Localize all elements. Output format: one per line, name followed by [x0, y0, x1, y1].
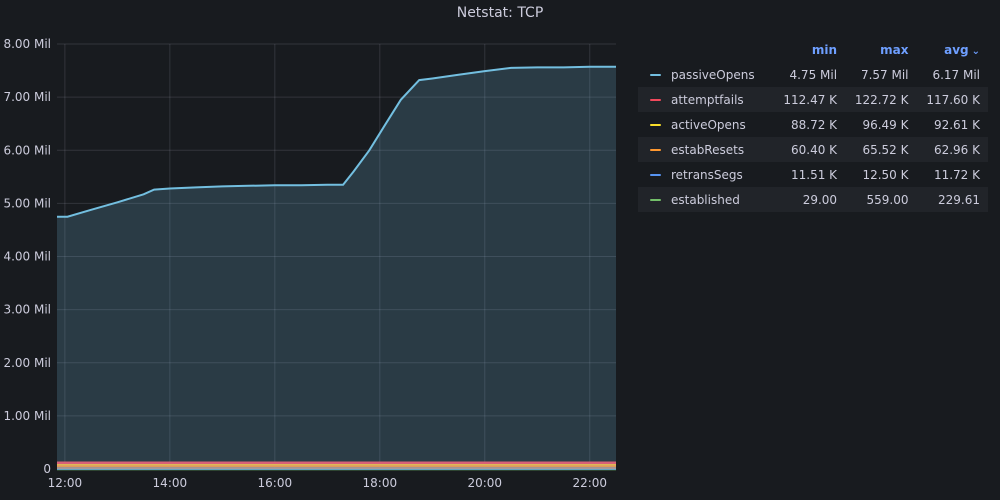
legend-series-name[interactable]: attemptfails	[638, 87, 774, 112]
x-tick-label: 14:00	[153, 476, 188, 490]
legend-value-max: 12.50 K	[862, 167, 909, 182]
y-tick-label: 0	[43, 462, 51, 476]
legend-value-max: 96.49 K	[862, 117, 909, 132]
x-tick-label: 18:00	[363, 476, 398, 490]
legend-value-min: 4.75 Mil	[789, 67, 838, 82]
series-line-passiveopens	[57, 65, 616, 218]
legend-swatch-icon[interactable]	[650, 149, 661, 151]
chevron-down-icon: ⌄	[971, 46, 980, 57]
y-tick-label: 1.00 Mil	[3, 409, 51, 423]
legend-header-name	[638, 38, 774, 62]
legend-header-avg[interactable]: avg ⌄	[944, 43, 980, 57]
legend-row-attemptfails[interactable]: attemptfails 112.47 K 122.72 K 117.60 K	[638, 87, 988, 112]
legend-swatch-icon[interactable]	[650, 74, 661, 76]
legend-value-min: 112.47 K	[773, 87, 846, 112]
chart-plot[interactable]: 0 1.00 Mil 2.00 Mil 3.00 Mil 4.00 Mil 5.00 Mi…	[0, 0, 630, 500]
y-tick-label: 5.00 Mil	[3, 196, 51, 210]
legend-series-label: estabResets	[671, 142, 745, 157]
legend-swatch-icon[interactable]	[650, 99, 661, 101]
legend-series-label: passiveOpens	[671, 67, 755, 82]
legend-header-min[interactable]: min	[811, 43, 838, 57]
legend-series-name[interactable]: passiveOpens	[638, 62, 774, 87]
legend-value-avg: 229.61	[916, 187, 988, 212]
legend-value-min: 11.51 K	[791, 167, 838, 182]
legend-swatch-icon[interactable]	[650, 124, 661, 126]
legend-series-label: activeOpens	[671, 117, 746, 132]
legend-swatch-icon[interactable]	[650, 199, 661, 201]
x-tick-label: 16:00	[258, 476, 293, 490]
y-tick-label: 6.00 Mil	[3, 143, 51, 157]
x-tick-label: 12:00	[48, 476, 83, 490]
legend-value-min: 29.00	[773, 187, 846, 212]
series-area-attemptfails	[57, 462, 616, 469]
legend-series-name[interactable]: retransSegs	[638, 162, 774, 187]
panel-title[interactable]: Netstat: TCP	[456, 5, 544, 21]
legend-series-label: established	[671, 192, 740, 207]
legend-row-passiveopens[interactable]: passiveOpens 4.75 Mil 7.57 Mil 6.17 Mil	[638, 62, 988, 87]
y-tick-label: 3.00 Mil	[3, 303, 51, 317]
legend-series-name[interactable]: estabResets	[638, 137, 774, 162]
legend-value-avg: 11.72 K	[933, 167, 980, 182]
legend-value-max: 559.00	[845, 187, 917, 212]
legend-value-max: 65.52 K	[845, 137, 917, 162]
x-tick-label: 20:00	[467, 476, 502, 490]
legend-row-estabresets[interactable]: estabResets 60.40 K 65.52 K 62.96 K	[638, 137, 988, 162]
legend-swatch-icon[interactable]	[650, 174, 661, 176]
series-area-passiveopens	[57, 66, 616, 470]
legend-series-name[interactable]: established	[638, 187, 774, 212]
x-tick-label: 22:00	[572, 476, 607, 490]
legend-header-max[interactable]: max	[880, 43, 909, 57]
legend-series-label: retransSegs	[671, 167, 743, 182]
legend-value-min: 88.72 K	[791, 117, 838, 132]
legend-value-avg: 62.96 K	[916, 137, 988, 162]
legend-value-avg: 6.17 Mil	[932, 67, 980, 82]
legend-series-name[interactable]: activeOpens	[638, 112, 774, 137]
legend-table: min max avg ⌄ passiveOpens 4.75 Mil 7.57 Mi…	[638, 38, 988, 212]
legend-row-activeopens[interactable]: activeOpens 88.72 K 96.49 K 92.61 K	[638, 112, 988, 137]
y-tick-label: 2.00 Mil	[3, 356, 51, 370]
legend-row-established[interactable]: established 29.00 559.00 229.61	[638, 187, 988, 212]
y-tick-label: 8.00 Mil	[3, 37, 51, 51]
y-tick-label: 4.00 Mil	[3, 250, 51, 264]
legend-value-avg: 117.60 K	[916, 87, 988, 112]
legend-series-label: attemptfails	[671, 92, 744, 107]
legend-value-min: 60.40 K	[773, 137, 846, 162]
legend-row-retranssegs[interactable]: retransSegs 11.51 K 12.50 K 11.72 K	[638, 162, 988, 187]
legend-value-max: 122.72 K	[845, 87, 917, 112]
legend-value-avg: 92.61 K	[933, 117, 980, 132]
legend-value-max: 7.57 Mil	[860, 67, 909, 82]
y-tick-label: 7.00 Mil	[3, 90, 51, 104]
